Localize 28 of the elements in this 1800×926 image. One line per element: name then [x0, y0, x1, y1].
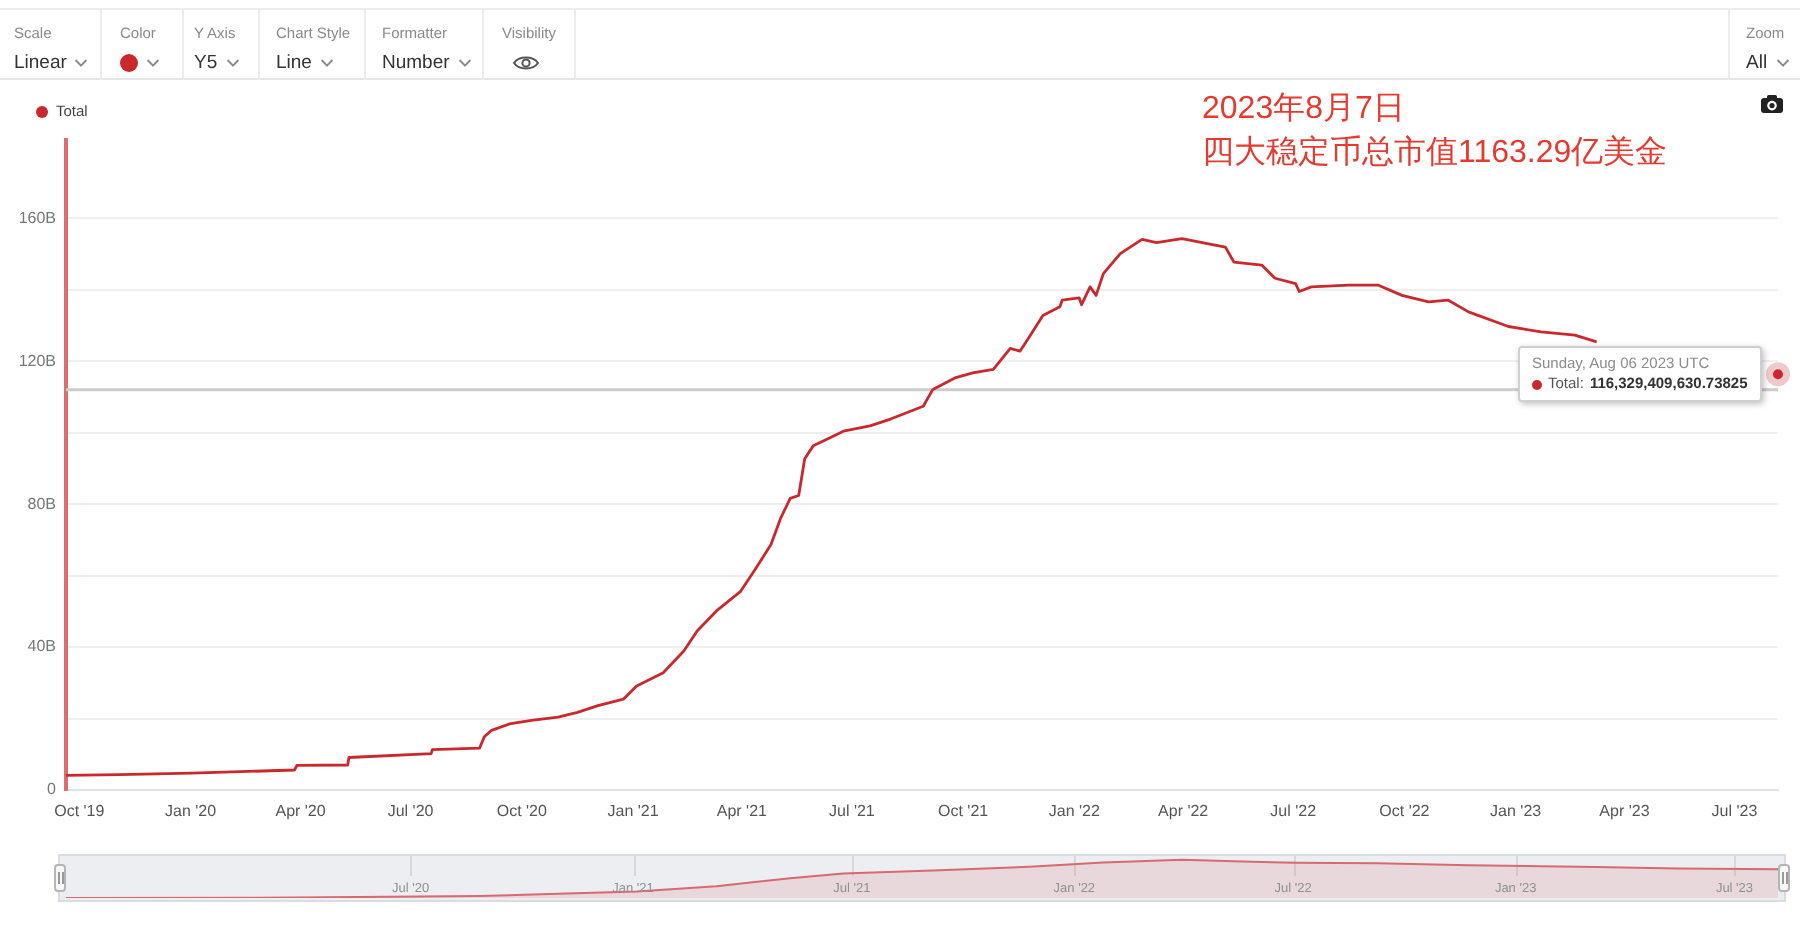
y-tick-label: 120B — [18, 351, 56, 370]
x-tick-label: Oct '22 — [1379, 802, 1431, 821]
x-tick-label: Oct '21 — [938, 802, 990, 821]
x-tick-label: Jul '20 — [387, 802, 435, 821]
y-tick-label: 80B — [27, 494, 56, 513]
y-tick-label: 0 — [47, 780, 58, 799]
x-tick-label: Apr '22 — [1158, 802, 1210, 821]
text: Number — [382, 51, 450, 73]
y-tick-label: 160B — [18, 208, 56, 227]
x-tick-label: Jul '22 — [1270, 802, 1318, 821]
text: Y5 — [194, 51, 218, 73]
x-tick-label: Apr '20 — [275, 802, 327, 821]
x-tick-label: Jul '21 — [829, 802, 876, 821]
x-tick-label: Apr '23 — [1599, 802, 1651, 821]
x-tick-label: Jan '20 — [164, 802, 218, 821]
text: All — [1746, 51, 1768, 73]
x-tick-label: Jul '23 — [1711, 802, 1759, 821]
text: Linear — [14, 51, 67, 73]
x-tick-label: Jan '22 — [1048, 802, 1101, 821]
chart-subtitle: 四大稳定币总市值1163.29亿美金 — [1202, 133, 1668, 174]
x-tick-label: Jan '21 — [607, 802, 660, 821]
text: Line — [276, 51, 312, 73]
y-tick-label: 40B — [27, 637, 56, 656]
x-tick-label: Oct '20 — [496, 802, 548, 821]
x-tick-label: Apr '21 — [716, 802, 769, 821]
chart-title: 2023年8月7日 — [1202, 90, 1407, 130]
x-tick-label: Oct '19 — [54, 802, 106, 821]
x-tick-label: Jan '23 — [1490, 802, 1543, 821]
